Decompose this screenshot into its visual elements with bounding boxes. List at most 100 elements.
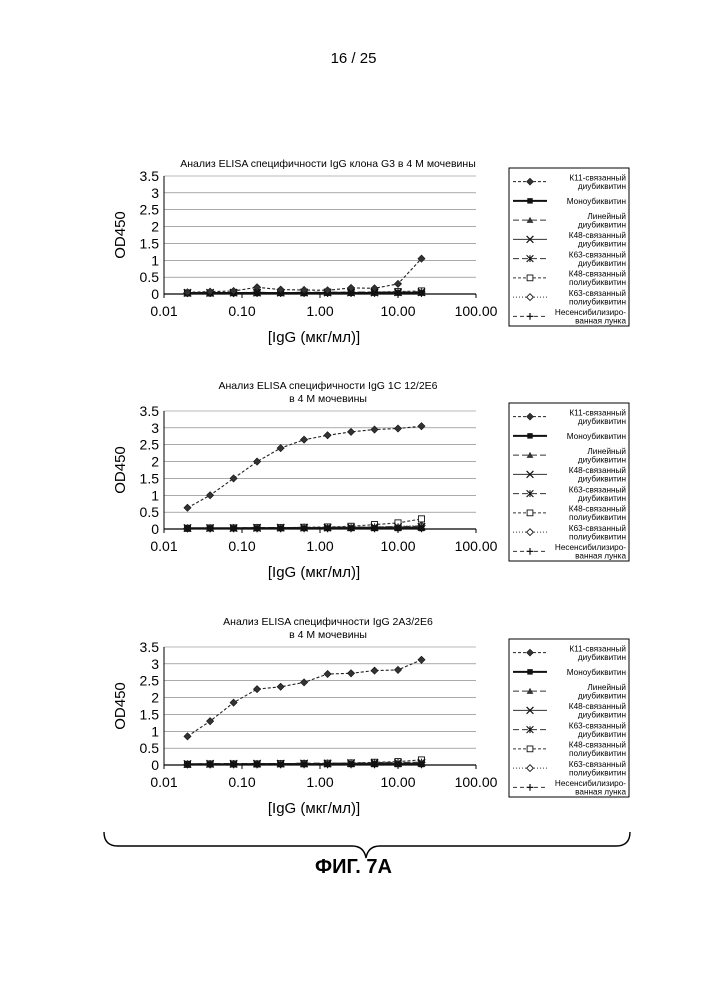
legend-label: К63-связанный [569,250,626,259]
legend-label: диубиквитин [578,455,626,464]
data-point [418,525,425,532]
legend-marker [526,745,534,753]
y-tick-label: 3.5 [140,639,160,655]
legend-label: К11-связанный [569,173,626,182]
data-point [206,717,215,726]
data-point [370,666,379,675]
y-axis-title: OD450 [112,682,129,730]
y-tick-label: 2.5 [140,437,160,453]
data-point [417,655,426,664]
data-point [183,732,192,741]
y-tick-label: 1.5 [140,470,160,486]
y-axis-title: OD450 [112,211,129,259]
chart-title-line: в 4 М мочевины [289,629,367,641]
legend-label: К63-связанный [569,760,626,769]
legend-label: полиубиквитин [569,749,626,758]
legend-marker [526,235,534,244]
data-point [276,682,285,691]
x-tick-label: 10.00 [380,774,415,790]
legend-marker [526,274,534,282]
legend-marker [526,706,534,715]
data-point [184,525,191,532]
chart-title-line: Анализ ELISA специфичности IgG 2A3/2E6 [223,616,433,628]
legend-label: К48-связанный [569,505,626,514]
data-point [230,761,237,768]
data-point [206,287,215,296]
y-tick-label: 1 [151,252,159,268]
data-point [395,525,401,532]
x-tick-label: 0.10 [228,538,255,554]
data-point [323,286,332,295]
legend-item: Моноубиквитин [513,668,626,677]
x-tick-label: 1.00 [306,774,333,790]
y-tick-label: 0 [151,521,159,537]
data-point [207,525,213,532]
data-point [184,761,191,768]
legend-marker [525,764,535,773]
series-1 [183,655,426,741]
legend-marker [526,451,534,458]
x-tick-label: 0.10 [228,303,255,319]
data-point [277,525,284,532]
legend-label: Моноубиквитин [567,668,626,677]
y-tick-label: 2.5 [140,673,160,689]
legend-label: Линейный [587,683,626,692]
legend-label: К48-связанный [569,741,626,750]
y-tick-label: 2 [151,690,159,706]
data-point [301,525,307,532]
data-point [418,761,425,768]
legend-label: диубиквитин [578,494,626,503]
data-point [229,474,238,483]
legend-label: ванная лунка [575,317,626,326]
data-point [207,761,213,768]
data-point [370,284,379,293]
legend-label: К48-связанный [569,466,626,475]
data-point [393,424,403,433]
page-number: 16 / 25 [330,50,377,67]
data-point [371,525,378,532]
data-point [347,669,356,678]
x-tick-label: 0.10 [228,774,255,790]
legend-marker [526,725,534,734]
legend-marker [526,470,534,479]
legend-marker [525,528,535,537]
legend-label: К63-связанный [569,721,626,730]
data-point [183,503,192,512]
x-tick-label: 100.00 [455,538,498,554]
y-tick-label: 0.5 [140,740,160,756]
series-1 [183,254,426,297]
data-point [230,525,237,532]
series-2 [184,761,425,768]
y-tick-label: 1 [151,487,159,503]
legend-label: полиубиквитин [569,513,626,522]
x-tick-label: 10.00 [380,538,415,554]
chart-title-line: Анализ ELISA специфичности IgG 1C 12/2E6 [218,380,437,392]
legend-label: диубиквитин [578,730,626,739]
legend-marker [526,783,534,791]
y-tick-label: 3 [151,656,159,672]
data-point [229,286,238,295]
legend-marker [525,293,535,302]
legend-label: ванная лунка [575,552,626,561]
x-tick-label: 1.00 [306,538,333,554]
y-tick-label: 0.5 [140,269,160,285]
legend-item: Несенсибилизиро-ванная лунка [513,543,626,561]
data-point [183,288,192,297]
legend-item: Моноубиквитин [513,432,626,441]
data-point [417,254,426,263]
legend-marker [527,433,533,439]
y-axis-title: OD450 [112,446,129,494]
data-point [254,525,260,532]
data-point [395,761,401,768]
data-point [253,685,262,694]
